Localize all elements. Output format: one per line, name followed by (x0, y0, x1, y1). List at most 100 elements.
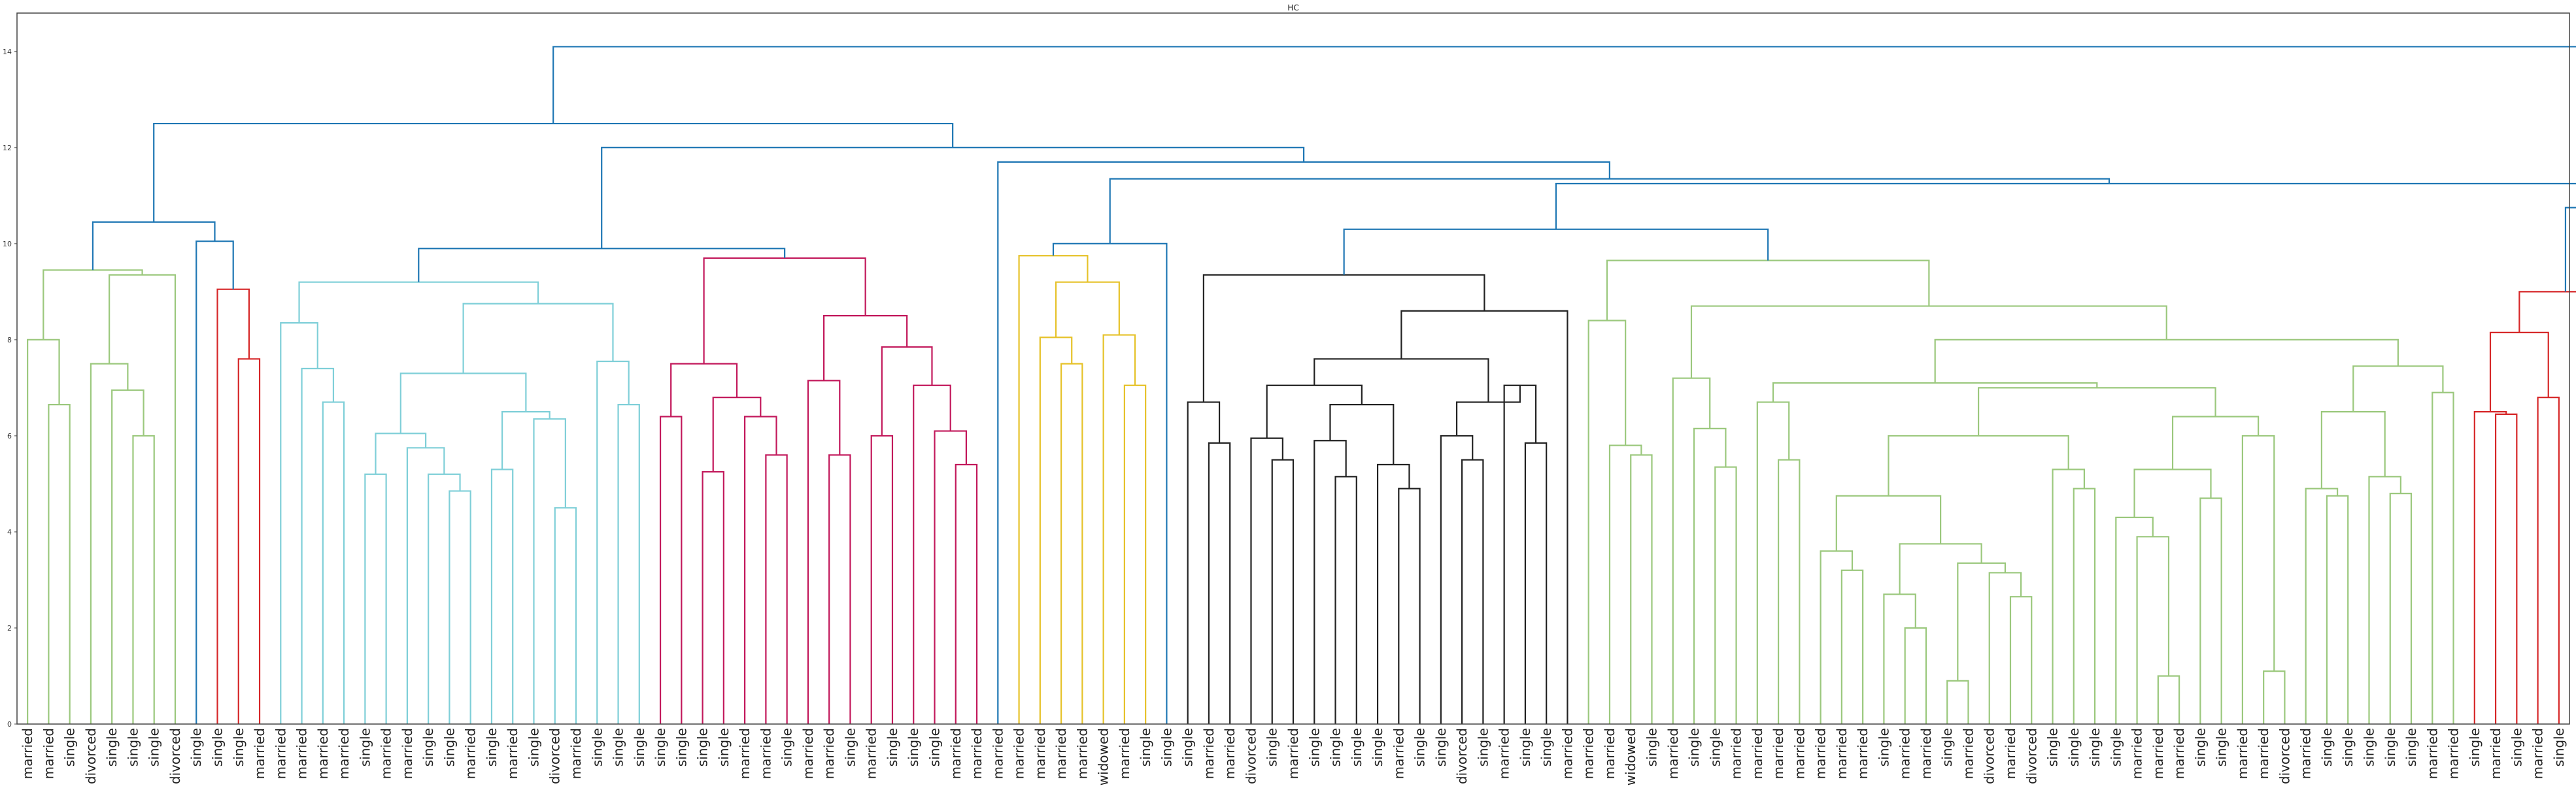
leaf-label: divorced (547, 728, 563, 784)
leaf-label: single (2192, 728, 2208, 767)
dendrogram-link-110 (1343, 228, 1769, 275)
leaf-label: single (125, 728, 141, 767)
leaf-label: single (695, 728, 711, 767)
leaf-label: married (1918, 728, 1934, 779)
leaf-label: married (2530, 728, 2546, 779)
dendrogram-link-16 (428, 473, 461, 724)
dendrogram-link-40 (881, 346, 933, 436)
dendrogram-link-51 (1208, 442, 1231, 724)
leaf-label: married (399, 728, 415, 779)
dendrogram-link-81 (1946, 680, 1969, 724)
leaf-label: single (885, 728, 900, 767)
y-axis-ticks: 0 2 4 6 8 10 12 14 (3, 48, 17, 729)
dendrogram-link-75 (1777, 459, 1801, 724)
dendrogram-link-48 (1055, 281, 1120, 338)
leaf-label: single (420, 728, 436, 767)
leaf-label: married (864, 728, 879, 779)
leaf-label: married (273, 728, 288, 779)
dendrogram-link-10 (92, 221, 216, 271)
dendrogram-link-46 (1123, 384, 1147, 724)
leaf-labels: married married single divorced single single… (20, 728, 2567, 785)
leaf-label: single (2214, 728, 2229, 767)
dendrogram-link-61 (1461, 459, 1484, 724)
dendrogram-link-74 (1672, 377, 1711, 724)
leaf-label: single (1159, 728, 1174, 767)
leaf-label: married (336, 728, 352, 779)
leaf-label: married (41, 728, 56, 779)
y-tick-label: 12 (3, 144, 12, 152)
dendrogram-link-5 (109, 274, 177, 724)
y-tick-label: 14 (3, 48, 12, 56)
dendrogram-link-26 (462, 303, 614, 374)
leaf-label: married (2171, 728, 2187, 779)
dendrogram-link-114 (2489, 331, 2549, 412)
leaf-label: married (1011, 728, 1027, 779)
leaf-label: single (2087, 728, 2103, 767)
leaf-label: single (1475, 728, 1491, 767)
leaf-label: married (758, 728, 773, 779)
leaf-label: single (1180, 728, 1196, 767)
dendrogram-link-25 (596, 360, 630, 724)
leaf-label: married (568, 728, 584, 779)
dendrogram-link-39 (913, 384, 951, 724)
dendrogram-link-95 (2263, 670, 2286, 724)
leaf-label: single (673, 728, 689, 767)
leaf-label: single (357, 728, 373, 767)
leaf-label: single (589, 728, 605, 767)
dendrogram-link-53 (1271, 459, 1295, 724)
leaf-label: single (1707, 728, 1723, 767)
leaf-label: single (484, 728, 500, 767)
leaf-label: married (2003, 728, 2018, 779)
leaf-label: single (842, 728, 858, 767)
leaf-label: married (1201, 728, 1217, 779)
dendrogram-link-107 (1934, 338, 2399, 384)
leaf-label: married (1074, 728, 1090, 779)
leaf-label: married (1602, 728, 1618, 779)
leaf-label: single (1686, 728, 1702, 767)
dendrogram-link-92 (2115, 516, 2154, 724)
dendrogram-link-77 (1840, 569, 1864, 724)
leaf-label: single (716, 728, 732, 767)
leaf-label: single (1264, 728, 1280, 767)
dendrogram-link-67 (1400, 310, 1568, 724)
leaf-label: single (927, 728, 943, 767)
dendrogram-link-132 (552, 46, 2576, 124)
leaf-label: married (737, 728, 753, 779)
leaf-label: married (1117, 728, 1132, 779)
leaf-label: single (231, 728, 246, 767)
leaf-label: widowed (1623, 728, 1638, 785)
leaf-label: married (1897, 728, 1913, 779)
y-tick-label: 0 (7, 720, 12, 729)
leaf-label: married (2298, 728, 2314, 779)
leaf-label: married (463, 728, 479, 779)
dendrogram-link-8 (216, 288, 250, 724)
leaf-label: married (2256, 728, 2271, 779)
leaf-label: married (1750, 728, 1765, 779)
dendrogram-link-57 (1398, 487, 1421, 724)
leaf-label: married (2488, 728, 2503, 779)
dendrogram-link-44 (1060, 363, 1083, 724)
leaf-label: single (1939, 728, 1955, 767)
leaf-label: single (1517, 728, 1533, 767)
leaf-label: single (62, 728, 78, 767)
y-tick-label: 10 (3, 240, 12, 248)
leaf-label: single (1538, 728, 1554, 767)
leaf-label: single (1306, 728, 1322, 767)
leaf-label: single (146, 728, 162, 767)
leaf-label: single (1349, 728, 1364, 767)
dendrogram-link-42 (703, 257, 866, 364)
leaf-label: widowed (1096, 728, 1111, 785)
leaf-label: single (441, 728, 457, 767)
dendrogram-link-63 (1524, 442, 1548, 724)
dendrogram-link-4 (90, 363, 129, 724)
leaf-label: married (2446, 728, 2462, 779)
leaf-label: divorced (1243, 728, 1259, 784)
leaf-label: divorced (1454, 728, 1470, 784)
dendrogram-link-68 (1202, 274, 1485, 403)
leaf-label: married (1665, 728, 1681, 779)
leaf-label: married (1497, 728, 1512, 779)
leaf-label: single (2045, 728, 2061, 767)
dendrogram-link-105 (2432, 391, 2454, 724)
leaf-label: single (906, 728, 921, 767)
